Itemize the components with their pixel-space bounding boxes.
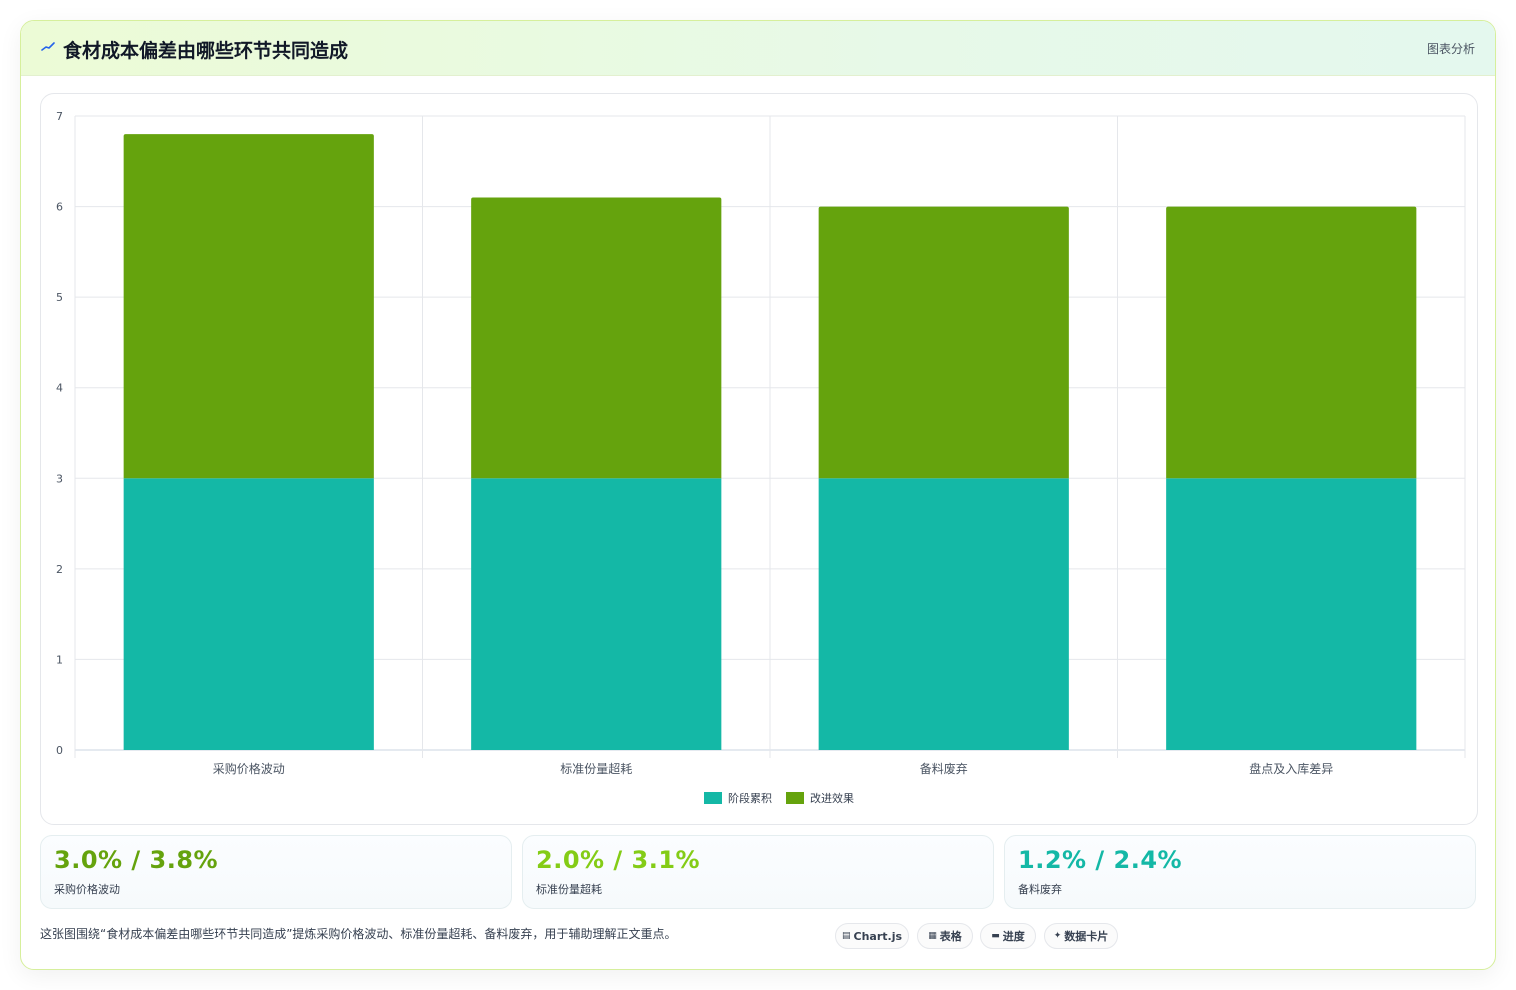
bar-segment: [123, 134, 374, 479]
y-tick-label: 0: [56, 744, 63, 757]
bar-segment: [818, 206, 1069, 479]
bar-segment: [1166, 478, 1417, 750]
x-category-label: 标准份量超耗: [560, 761, 632, 776]
stat-value: 1.2% / 2.4%: [1018, 846, 1183, 874]
y-tick-label: 1: [56, 653, 63, 666]
bar-segment: [471, 478, 722, 750]
chart-caption: 这张图围绕“食材成本偏差由哪些环节共同造成”提炼采购价格波动、标准份量超耗、备料…: [40, 927, 677, 941]
chart-icon: ▤: [841, 931, 851, 941]
stat-card-procurement: 3.0% / 3.8% 采购价格波动: [40, 835, 512, 909]
x-category-label: 采购价格波动: [213, 761, 285, 776]
chart-container: 0 1 2 3 4 5 6 7 采购价格波动 标准份量超耗 备料废弃 盘点及入库差异阶段累积 改进效果: [40, 93, 1478, 825]
sparkle-icon: ✦: [1053, 931, 1062, 941]
chip-label: 进度: [1002, 930, 1025, 943]
chart-card: 食材成本偏差由哪些环节共同造成 图表分析 0 1 2 3 4 5 6 7 采购价格波动 标准份量超…: [20, 20, 1496, 970]
stat-value: 3.0% / 3.8%: [54, 846, 219, 874]
chip-progress[interactable]: ▬ 进度: [980, 923, 1036, 949]
table-icon: ▦: [928, 931, 937, 941]
bar-segment: [818, 478, 1069, 750]
chip-label: 表格: [939, 930, 962, 943]
stat-value: 2.0% / 3.1%: [536, 846, 701, 874]
stat-label: 采购价格波动: [54, 883, 120, 896]
y-tick-label: 5: [56, 291, 63, 304]
chip-label: 数据卡片: [1064, 930, 1109, 943]
chip-table[interactable]: ▦ 表格: [917, 923, 973, 949]
page-title: 食材成本偏差由哪些环节共同造成: [63, 40, 349, 62]
y-tick-label: 4: [56, 382, 63, 395]
chip-data-cards[interactable]: ✦ 数据卡片: [1044, 923, 1118, 949]
y-tick-label: 6: [56, 201, 63, 214]
y-tick-label: 3: [56, 472, 63, 485]
chip-label: Chart.js: [853, 929, 903, 943]
stat-label: 标准份量超耗: [536, 883, 602, 896]
card-header: 食材成本偏差由哪些环节共同造成 图表分析: [21, 21, 1495, 76]
legend-swatch: [704, 792, 722, 804]
x-category-label: 备料废弃: [920, 761, 968, 776]
bar-segment: [471, 197, 722, 479]
trend-line-icon: [41, 42, 55, 51]
progress-icon: ▬: [991, 931, 1000, 941]
bar-segment: [1166, 206, 1417, 479]
y-tick-label: 2: [56, 563, 63, 576]
stat-label: 备料废弃: [1018, 883, 1062, 896]
bar-segment: [123, 478, 374, 750]
chip-chartjs[interactable]: ▤ Chart.js: [835, 923, 909, 949]
legend-label: 阶段累积: [728, 791, 772, 805]
stat-card-waste: 1.2% / 2.4% 备料废弃: [1004, 835, 1476, 909]
chart-analysis-tag[interactable]: 图表分析: [1426, 42, 1475, 56]
legend-swatch: [786, 792, 804, 804]
legend-label: 改进效果: [810, 791, 854, 805]
stat-card-portion: 2.0% / 3.1% 标准份量超耗: [522, 835, 994, 909]
y-tick-label: 7: [56, 110, 63, 123]
x-category-label: 盘点及入库差异: [1249, 761, 1333, 776]
